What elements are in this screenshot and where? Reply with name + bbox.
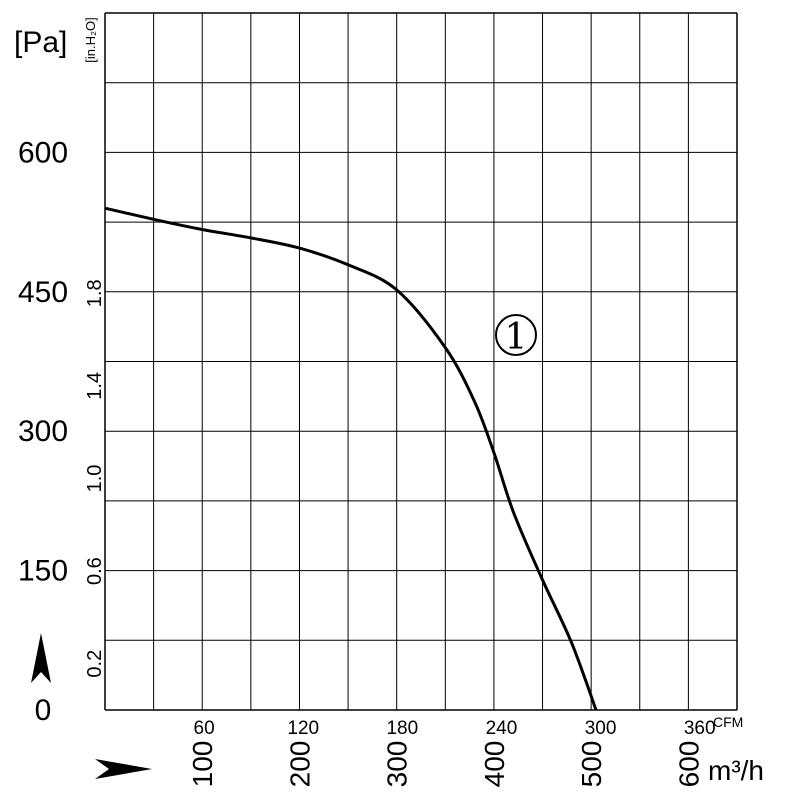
series-1-curve bbox=[104, 206, 598, 711]
x-bottom-tick-label: 500 bbox=[576, 741, 607, 788]
x-bottom-tick-labels: 100 200 300 400 500 600 bbox=[187, 741, 704, 788]
y-left-tick-labels: 0 150 300 450 600 bbox=[18, 136, 68, 727]
x-top-tick-label: 180 bbox=[386, 718, 418, 739]
series-1-label-text: 1 bbox=[505, 317, 528, 358]
x-axis-arrow-icon bbox=[95, 759, 152, 779]
series-1-label: 1 bbox=[495, 314, 537, 358]
y-left-tick-label: 0 bbox=[35, 694, 52, 727]
x-top-tick-label: 240 bbox=[486, 718, 518, 739]
y-unit-pa: [Pa] bbox=[14, 26, 67, 59]
x-bottom-tick-label: 200 bbox=[285, 741, 316, 788]
x-unit-cfm: CFM bbox=[713, 714, 743, 730]
x-top-tick-label: 360 bbox=[684, 718, 716, 739]
x-unit-m3h: m³/h bbox=[708, 755, 764, 786]
x-top-tick-label: 120 bbox=[287, 718, 319, 739]
y-inner-tick-labels: 0.2 0.6 1.0 1.4 1.8 bbox=[84, 279, 106, 677]
x-top-tick-label: 60 bbox=[194, 718, 215, 739]
y-axis-arrow-icon bbox=[31, 633, 51, 683]
x-bottom-tick-label: 600 bbox=[673, 741, 704, 788]
y-inner-tick-label: 0.2 bbox=[84, 650, 106, 678]
y-left-tick-label: 450 bbox=[18, 276, 68, 309]
x-top-tick-label: 300 bbox=[585, 718, 617, 739]
y-left-tick-label: 600 bbox=[18, 136, 68, 169]
y-inner-tick-label: 1.8 bbox=[84, 279, 106, 307]
x-bottom-tick-label: 400 bbox=[479, 741, 510, 788]
y-inner-tick-label: 1.0 bbox=[84, 465, 106, 493]
y-inner-tick-label: 1.4 bbox=[84, 372, 106, 400]
y-left-tick-label: 300 bbox=[18, 415, 68, 448]
grid-lines bbox=[104, 12, 738, 711]
x-bottom-tick-label: 300 bbox=[382, 741, 413, 788]
y-left-tick-label: 150 bbox=[18, 555, 68, 588]
y-unit-inh2o: [in.H₂O] bbox=[83, 17, 98, 63]
y-inner-tick-label: 0.6 bbox=[84, 557, 106, 585]
x-bottom-tick-label: 100 bbox=[187, 741, 218, 788]
x-top-tick-labels: 60 120 180 240 300 360 bbox=[194, 718, 716, 739]
series-1-label-circle bbox=[495, 314, 537, 356]
